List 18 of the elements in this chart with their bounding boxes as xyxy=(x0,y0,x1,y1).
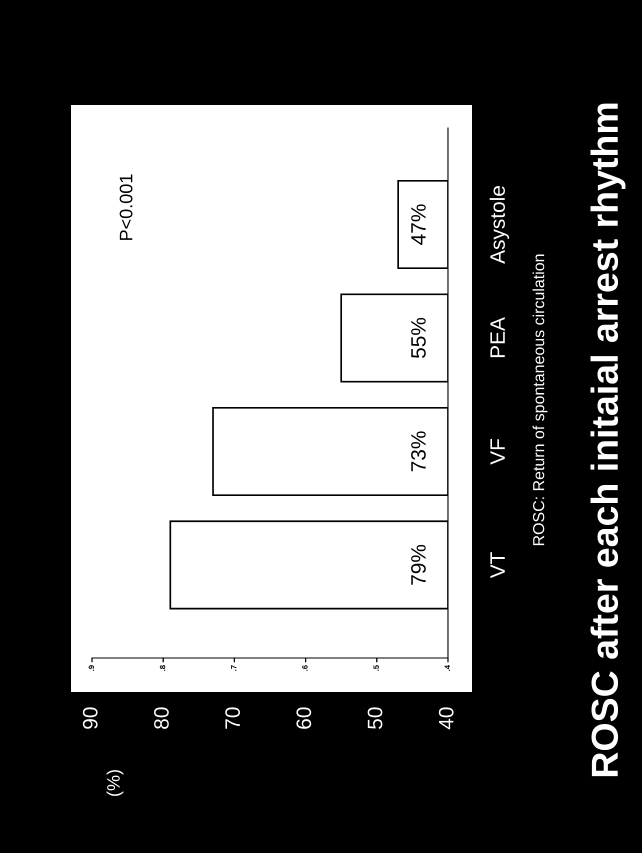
x-tick-label: 80 xyxy=(154,707,169,729)
x-tick-label: 40 xyxy=(438,707,454,730)
text: ROSC after each initaial arrest rhythm xyxy=(590,104,626,776)
data-label: 73% xyxy=(411,431,426,472)
data-label: 79% xyxy=(411,544,426,585)
annotation: P<0.001 xyxy=(120,174,132,240)
data-label: 55% xyxy=(411,318,426,358)
x-tick-label: 50 xyxy=(368,707,382,729)
y-tick-label: VT xyxy=(490,552,505,578)
x-tick-label: 70 xyxy=(225,707,240,729)
text: ROSC: Return of spontaneous circulation xyxy=(532,254,548,546)
data-label: 47% xyxy=(411,204,426,245)
x-tick-label: 90 xyxy=(82,707,98,729)
y-tick-label: PEA xyxy=(490,317,505,358)
y-tick-label: VF xyxy=(490,438,505,465)
y-tick-label: Asystole xyxy=(490,186,510,264)
x-tick-label: 60 xyxy=(296,707,312,729)
text: (%) xyxy=(106,770,124,796)
